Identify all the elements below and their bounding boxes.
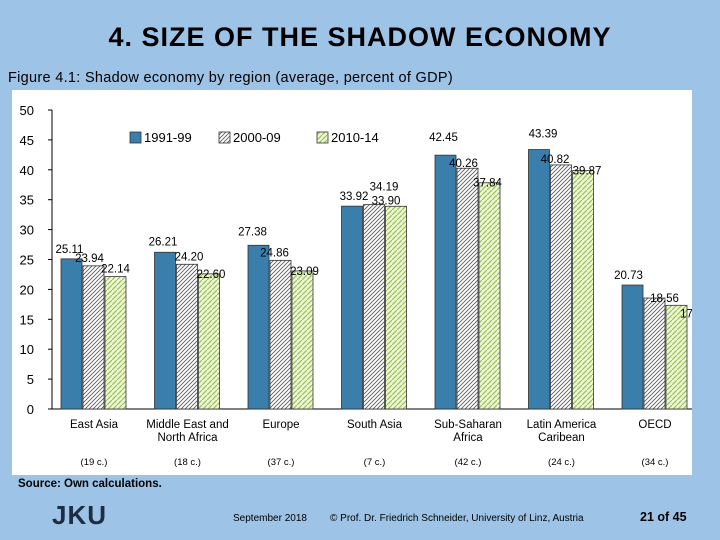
x-tick-label: North Africa	[157, 432, 218, 444]
country-count-label: (42 c.)	[455, 457, 482, 468]
bar-1991-99-6	[621, 284, 644, 410]
bar-2010-14-4	[478, 182, 501, 410]
x-tick-label: Middle East and	[146, 419, 228, 431]
y-tick-label: 35	[20, 193, 34, 208]
bar-1991-99-0	[60, 258, 83, 410]
country-count-label: (18 c.)	[174, 457, 201, 468]
bar-2000-09-4	[456, 167, 479, 410]
y-tick-label: 0	[27, 402, 34, 417]
bar-2010-14-5	[572, 170, 594, 410]
bar-2010-14-0	[104, 276, 127, 410]
footer-date: September 2018	[233, 513, 307, 524]
source-note: Source: Own calculations.	[18, 478, 162, 490]
y-tick-label: 10	[20, 342, 34, 357]
bar-value-label: 20.73	[614, 270, 643, 282]
bar-value-label: 23.94	[75, 253, 104, 265]
bar-value-label: 37.84	[473, 178, 502, 190]
bar-value-label: 43.39	[529, 129, 558, 141]
country-count-label: (24 c.)	[548, 457, 575, 468]
footer-credit: © Prof. Dr. Friedrich Schneider, Univers…	[330, 513, 584, 524]
chart-area: 0 5 10 15 20 25 30 35 40 45 50 25.11 23.94 22.14 East …	[12, 90, 692, 475]
legend-swatch-1991-99	[129, 131, 142, 144]
legend-label: 2010-14	[331, 130, 379, 145]
y-tick-label: 25	[20, 253, 34, 268]
x-tick-label: South Asia	[347, 419, 403, 431]
x-tick-label: Europe	[262, 419, 299, 431]
y-tick-label: 40	[20, 163, 34, 178]
x-tick-label: OECD	[638, 419, 671, 431]
y-tick-label: 30	[20, 223, 34, 238]
bar-2010-14-1	[198, 273, 220, 410]
bar-value-label: 39.87	[573, 166, 602, 178]
slide-title: 4. SIZE OF THE SHADOW ECONOMY	[108, 22, 612, 52]
bar-1991-99-3	[341, 205, 363, 410]
bar-2000-09-0	[82, 265, 105, 410]
country-count-label: (37 c.)	[268, 457, 295, 468]
bar-value-label: 33.90	[372, 195, 401, 207]
university-logo: JKU	[52, 500, 108, 530]
x-tick-label: Africa	[453, 432, 483, 444]
x-tick-label: East Asia	[70, 419, 119, 431]
x-tick-label: Caribean	[538, 432, 585, 444]
bar-value-label: 22.14	[101, 264, 130, 276]
bar-1991-99-1	[154, 251, 176, 410]
y-tick-label: 50	[20, 103, 34, 118]
bar-2000-09-6	[643, 297, 666, 410]
bar-2000-09-1	[176, 263, 198, 410]
bar-value-label: 25.11	[56, 244, 84, 256]
bar-value-label: 40.82	[541, 154, 570, 166]
legend-label: 2000-09	[233, 130, 281, 145]
figure-caption: Figure 4.1: Shadow economy by region (av…	[8, 70, 453, 86]
bar-2000-09-3	[363, 204, 385, 410]
bar-value-label: 24.20	[175, 251, 204, 263]
page-number: 21 of 45	[640, 510, 687, 524]
bar-2000-09-5	[550, 164, 572, 410]
bar-value-label: 42.45	[429, 132, 458, 144]
country-count-label: (34 c.)	[642, 457, 669, 468]
bar-value-label: 26.21	[149, 236, 178, 248]
y-tick-label: 20	[20, 282, 34, 297]
bar-value-label: 18.56	[650, 293, 679, 305]
legend-swatch-2010-14	[316, 131, 329, 144]
bar-2010-14-6	[665, 304, 688, 410]
bar-2000-09-2	[269, 259, 292, 410]
bar-value-label: 33.92	[340, 191, 369, 203]
legend-swatch-2000-09	[218, 131, 231, 144]
y-tick-label: 45	[20, 133, 34, 148]
bar-1991-99-4	[434, 154, 457, 410]
bar-1991-99-5	[528, 149, 550, 410]
bar-value-label: 22.60	[197, 269, 226, 281]
bar-value-label: 27.38	[238, 226, 267, 238]
y-tick-label: 5	[27, 372, 34, 387]
bar-value-label: 34.19	[370, 182, 399, 194]
bar-2010-14-3	[385, 205, 407, 410]
bar-2010-14-2	[291, 270, 314, 410]
bar-value-label: 40.26	[449, 158, 478, 170]
bar-value-label: 23.09	[290, 266, 319, 278]
bar-value-label: 17.34	[680, 308, 692, 320]
country-count-label: (19 c.)	[81, 457, 108, 468]
x-tick-label: Latin America	[527, 419, 597, 431]
country-count-label: (7 c.)	[364, 457, 386, 468]
bar-value-label: 24.86	[260, 247, 289, 259]
legend-label: 1991-99	[144, 130, 192, 145]
x-tick-label: Sub-Saharan	[434, 419, 502, 431]
y-tick-label: 15	[20, 312, 34, 327]
bar-1991-99-2	[247, 244, 270, 410]
